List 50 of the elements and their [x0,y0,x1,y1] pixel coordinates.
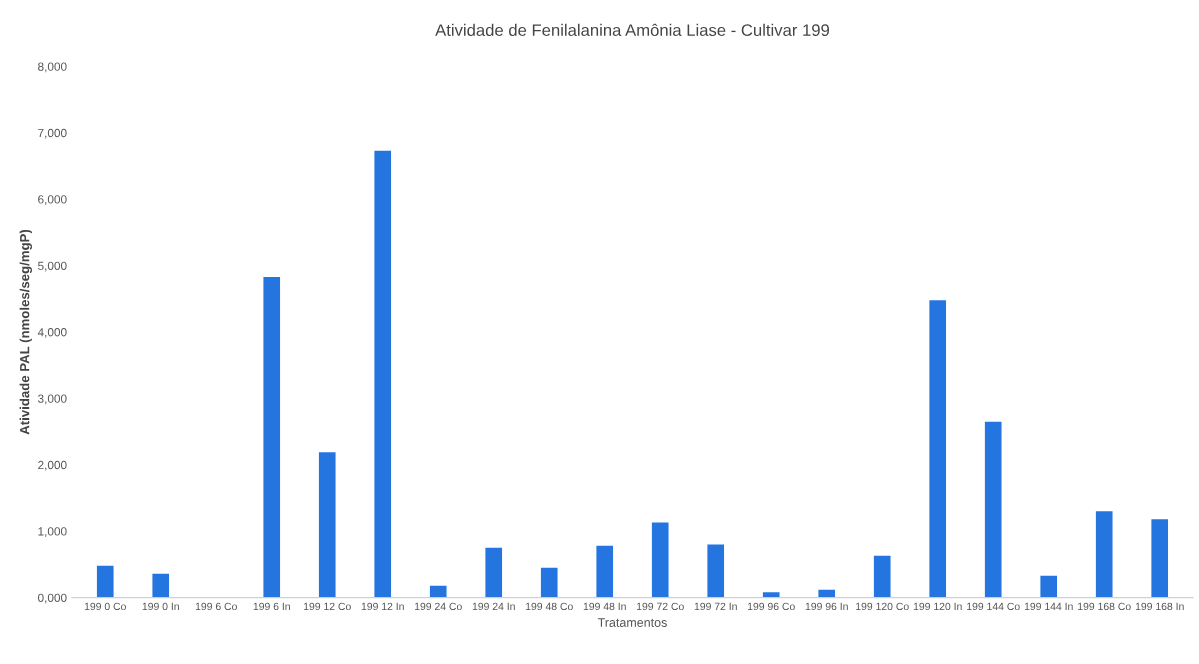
y-tick-label: 4,000 [37,328,67,338]
bar [929,300,947,598]
x-tick-label: 199 48 Co [525,602,573,611]
x-tick-label: 199 6 In [253,602,290,611]
bar [429,585,447,598]
bar [596,545,614,598]
x-tick-label: 199 96 Co [747,602,795,611]
x-tick-label: 199 0 Co [84,602,126,611]
bar [152,573,170,598]
bar [374,150,392,598]
x-tick-label: 199 96 In [805,602,848,611]
x-tick-label: 199 168 In [1135,602,1184,611]
bar [96,565,114,598]
x-tick-label: 199 144 In [1024,602,1073,611]
bar [318,452,336,598]
y-tick-label: 1,000 [38,527,67,537]
bar [1040,575,1058,598]
x-tick-label: 199 72 In [694,602,737,611]
x-tick-label: 199 120 In [913,602,962,611]
y-tick-label: 6,000 [38,195,67,205]
x-tick-label: 199 72 Co [636,602,684,611]
bar [873,555,891,598]
x-axis-title: Tratamentos [597,618,667,627]
bar [762,592,780,598]
x-tick-label: 199 120 Co [856,602,909,611]
y-tick-label: 8,000 [38,62,67,73]
bar [707,544,725,598]
x-tick-label: 199 0 In [142,602,179,611]
bar [1151,519,1169,598]
x-tick-label: 199 144 Co [967,602,1020,611]
x-tick-label: 199 12 Co [303,602,351,611]
y-axis-title: Atividade PAL (nmoles/seg/mgP) [19,229,32,435]
x-tick-label: 199 24 In [472,602,515,611]
y-tick-label: 5,000 [38,261,67,272]
x-tick-label: 199 12 In [361,602,404,611]
y-tick-label: 0,000 [38,593,67,604]
bar [651,522,669,598]
y-tick-label: 2,000 [38,460,67,471]
y-tick-label: 3,000 [37,394,67,405]
bar [485,547,503,598]
chart-title: Atividade de Fenilalanina Amônia Liase - Cultivar 199 [435,23,830,37]
x-tick-label: 199 6 Co [195,602,237,611]
bar [263,276,281,598]
x-tick-label: 199 168 Co [1078,602,1131,611]
bar [540,567,558,598]
x-tick-label: 199 24 Co [414,602,462,611]
y-tick-label: 7,000 [38,128,67,139]
bar [984,421,1002,598]
bar [1095,511,1113,598]
x-tick-label: 199 48 In [583,602,626,611]
